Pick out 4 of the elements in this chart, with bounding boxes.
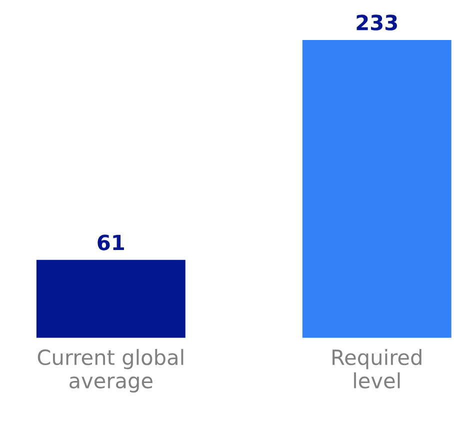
- x-tick-label: Required level: [332, 349, 422, 388]
- x-tick-label: Current global average: [38, 349, 184, 393]
- data-label: 61: [98, 234, 124, 250]
- data-label: 233: [356, 14, 397, 30]
